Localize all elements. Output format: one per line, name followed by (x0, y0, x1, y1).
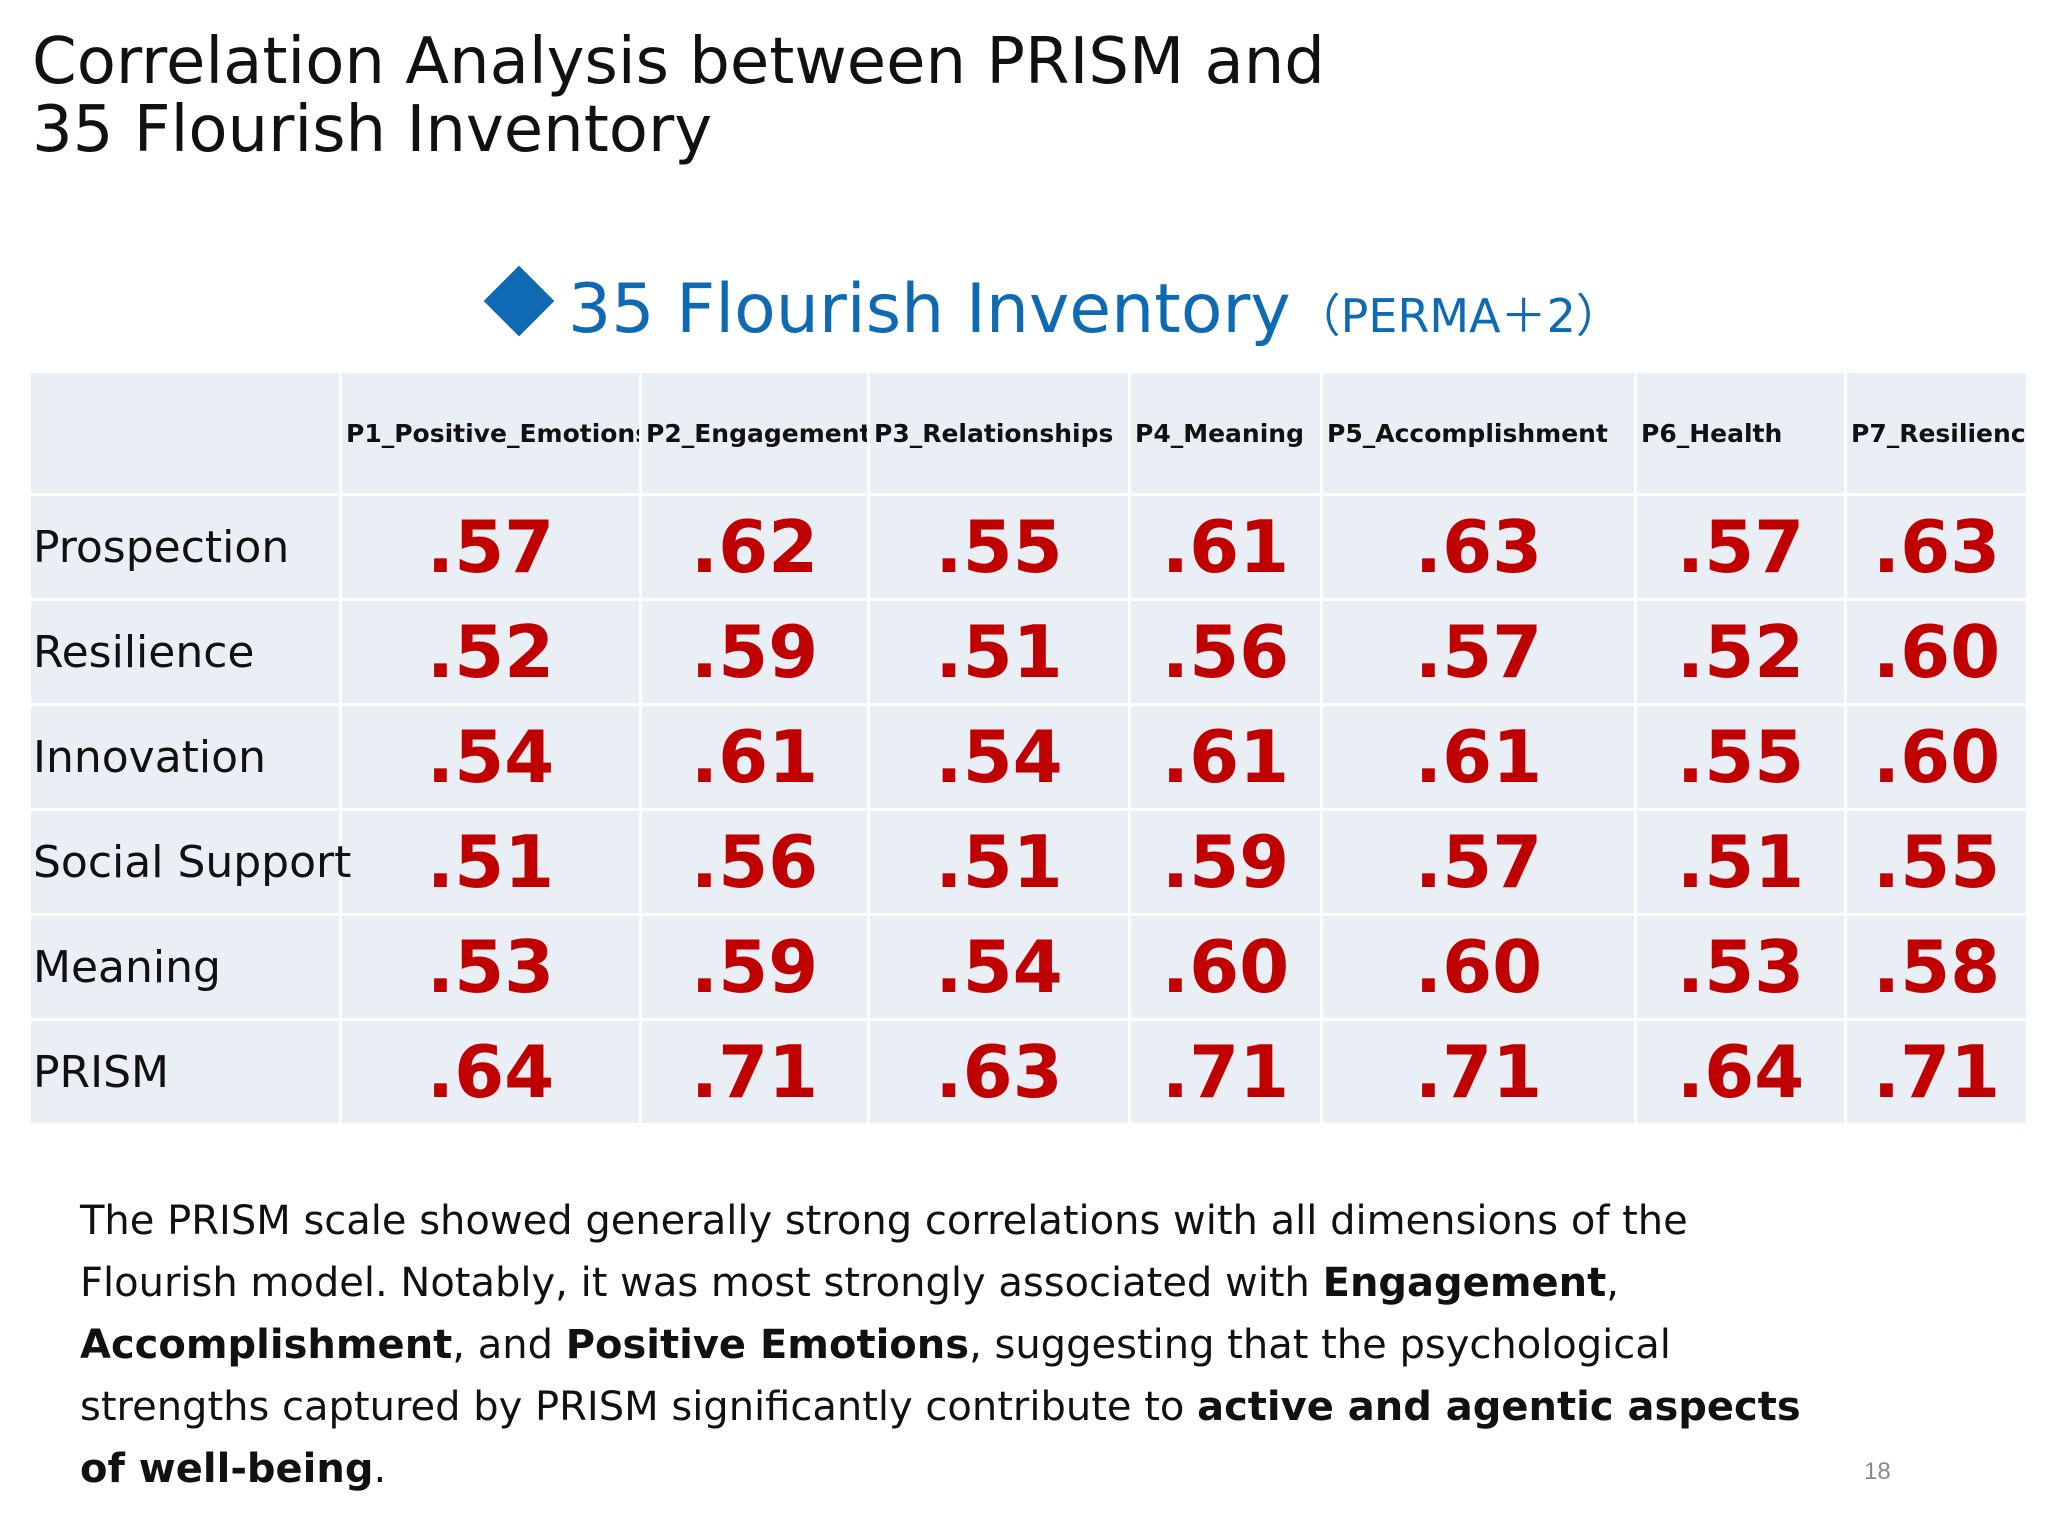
correlation-value: .60 (1844, 598, 2029, 706)
summary-emphasis: Engagement (1322, 1260, 1607, 1306)
correlation-value: .56 (1128, 598, 1323, 706)
correlation-value: .71 (1844, 1018, 2029, 1126)
correlation-value: .62 (639, 493, 870, 601)
slide-title-line-2: 35 Flourish Inventory (32, 93, 713, 167)
table-row: Prospection .57 .62 .55 .61 .63 .57 .63 (28, 493, 2029, 601)
correlation-value: .61 (639, 703, 870, 811)
slide-title-line-1: Correlation Analysis between PRISM and (32, 25, 1325, 99)
correlation-value: .57 (339, 493, 642, 601)
page-number: 18 (1864, 1458, 1891, 1485)
correlation-value: .63 (1844, 493, 2029, 601)
correlation-value: .71 (1128, 1018, 1323, 1126)
correlation-value: .51 (1634, 808, 1847, 916)
summary-text: , and (452, 1322, 566, 1368)
table-row: Innovation .54 .61 .54 .61 .61 .55 .60 (28, 703, 2029, 811)
column-header: P5_Accomplishment (1320, 370, 1637, 496)
row-label: Innovation (28, 703, 342, 811)
column-header: P7_Resilience (1844, 370, 2029, 496)
correlation-value: .64 (1634, 1018, 1847, 1126)
correlation-value: .71 (1320, 1018, 1637, 1126)
correlation-value: .56 (639, 808, 870, 916)
table-row: Social Support .51 .56 .51 .59 .57 .51 .… (28, 808, 2029, 916)
correlation-value: .60 (1128, 913, 1323, 1021)
summary-text: , suggesting that the psychological stre… (80, 1322, 1671, 1430)
summary-emphasis: Positive Emotions (565, 1322, 970, 1368)
correlation-value: .57 (1320, 808, 1637, 916)
subtitle-main: 35 Flourish Inventory (568, 270, 1291, 349)
correlation-table: P1_Positive_Emotions P2_Engagement P3_Re… (28, 370, 2029, 1126)
correlation-value: .55 (1844, 808, 2029, 916)
row-label: Prospection (28, 493, 342, 601)
row-label: Resilience (28, 598, 342, 706)
table-row: PRISM .64 .71 .63 .71 .71 .64 .71 (28, 1018, 2029, 1126)
correlation-value: .63 (1320, 493, 1637, 601)
correlation-value: .63 (867, 1018, 1131, 1126)
correlation-value: .61 (1128, 493, 1323, 601)
correlation-value: .59 (1128, 808, 1323, 916)
diamond-icon (483, 265, 555, 337)
correlation-value: .55 (1634, 703, 1847, 811)
correlation-value: .58 (1844, 913, 2029, 1021)
summary-emphasis: Accomplishment (80, 1322, 453, 1368)
correlation-value: .55 (867, 493, 1131, 601)
column-header: P4_Meaning (1128, 370, 1323, 496)
correlation-value: .61 (1128, 703, 1323, 811)
correlation-value: .51 (867, 598, 1131, 706)
correlation-value: .51 (339, 808, 642, 916)
column-header: P6_Health (1634, 370, 1847, 496)
correlation-value: .51 (867, 808, 1131, 916)
correlation-value: .60 (1844, 703, 2029, 811)
row-label: Meaning (28, 913, 342, 1021)
summary-emphasis: active and agentic aspects of well-being (80, 1384, 1801, 1492)
summary-text: , (1606, 1260, 1619, 1306)
column-header: P3_Relationships (867, 370, 1131, 496)
column-header: P2_Engagement (639, 370, 870, 496)
table-header-row: P1_Positive_Emotions P2_Engagement P3_Re… (28, 370, 2029, 496)
correlation-value: .53 (339, 913, 642, 1021)
row-label: PRISM (28, 1018, 342, 1126)
correlation-value: .61 (1320, 703, 1637, 811)
summary-paragraph: The PRISM scale showed generally strong … (80, 1190, 1840, 1500)
correlation-value: .54 (867, 703, 1131, 811)
summary-text: . (373, 1446, 387, 1492)
subtitle-parenthetical: （PERMA＋2） (1294, 289, 1622, 343)
summary-text: The PRISM scale showed generally strong … (80, 1198, 1688, 1306)
column-header: P1_Positive_Emotions (339, 370, 642, 496)
table-subtitle: 35 Flourish Inventory （PERMA＋2） (483, 265, 1622, 360)
correlation-value: .71 (639, 1018, 870, 1126)
table-row: Meaning .53 .59 .54 .60 .60 .53 .58 (28, 913, 2029, 1021)
correlation-value: .59 (639, 598, 870, 706)
correlation-value: .57 (1320, 598, 1637, 706)
correlation-value: .54 (339, 703, 642, 811)
correlation-value: .59 (639, 913, 870, 1021)
header-corner (28, 370, 342, 496)
correlation-value: .57 (1634, 493, 1847, 601)
table-row: Resilience .52 .59 .51 .56 .57 .52 .60 (28, 598, 2029, 706)
row-label: Social Support (28, 808, 351, 916)
correlation-value: .53 (1634, 913, 1847, 1021)
correlation-value: .52 (339, 598, 642, 706)
correlation-value: .52 (1634, 598, 1847, 706)
correlation-value: .64 (339, 1018, 642, 1126)
correlation-value: .54 (867, 913, 1131, 1021)
correlation-value: .60 (1320, 913, 1637, 1021)
slide-title: Correlation Analysis between PRISM and 3… (32, 28, 1732, 164)
